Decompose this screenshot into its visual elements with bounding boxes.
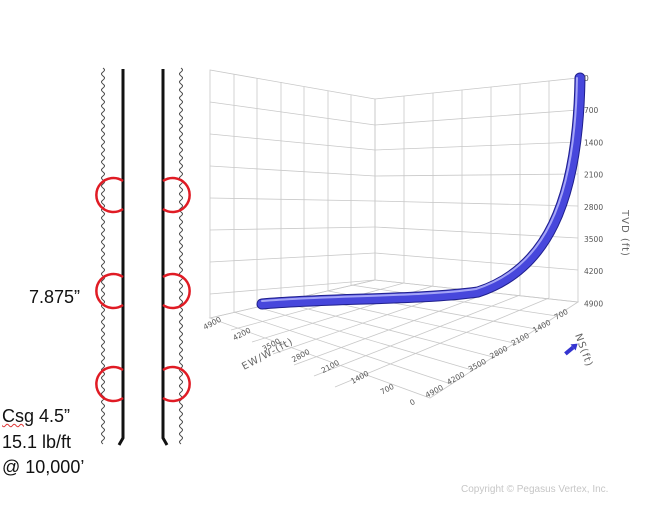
tvd-tick-label: 3500 — [584, 235, 603, 244]
tvd-tick-label: 4900 — [584, 299, 603, 308]
ns-tick-label: 3500 — [467, 357, 488, 374]
ns-tick-label: 4200 — [445, 370, 466, 387]
ns-tick-label: 1400 — [531, 318, 552, 335]
ew-tick-label: 700 — [379, 382, 396, 397]
casing-label: Csg 4.5” — [2, 406, 70, 426]
contact-ring-right — [162, 272, 191, 310]
ew-tick-label: 0 — [408, 397, 417, 407]
contact-ring-left — [95, 176, 124, 214]
plot-grid — [208, 69, 580, 399]
ew-tick-label: 2800 — [290, 347, 311, 364]
ew-tick-label: 4200 — [231, 326, 252, 343]
ns-tick-label: 2100 — [510, 331, 531, 348]
ns-tick-label: 4900 — [424, 383, 445, 400]
tvd-tick-label: 0 — [584, 74, 589, 83]
ew-tick-label: 2100 — [320, 358, 341, 375]
trajectory-shadow — [256, 72, 586, 310]
north-arrow-icon — [564, 343, 578, 356]
casing-pipe-left — [117, 69, 125, 446]
tvd-tick-label: 700 — [584, 106, 599, 115]
ns-axis-title: NS(ft) — [572, 332, 594, 369]
contact-ring-left — [95, 365, 124, 403]
wellbore-trajectory — [257, 73, 585, 309]
wellbore-wall-left — [101, 67, 105, 445]
copyright-notice: Copyright © Pegasus Vertex, Inc. — [461, 484, 609, 495]
ew-tick-label: 4900 — [202, 315, 223, 332]
weight-label: 15.1 lb/ft — [2, 432, 72, 452]
tvd-tick-label: 2100 — [584, 171, 603, 180]
tvd-tick-label: 1400 — [584, 138, 603, 147]
casing-word: Csg — [2, 406, 35, 426]
trajectory-highlight — [261, 77, 578, 302]
hole-size-label: 7.875” — [29, 287, 81, 307]
depth-label: @ 10,000’ — [2, 457, 85, 477]
tvd-tick-label: 2800 — [584, 203, 603, 212]
casing-pipe-right — [161, 69, 169, 446]
tvd-tick-label: 4200 — [584, 267, 603, 276]
wellbore-wall-right — [179, 67, 183, 445]
ew-tick-label: 1400 — [349, 369, 370, 386]
contact-ring-left — [95, 272, 124, 310]
tvd-axis-ticks: 0 700 1400 2100 2800 3500 4200 4900 — [584, 74, 603, 308]
contact-ring-right — [162, 365, 191, 403]
contact-rings — [95, 176, 191, 403]
casing-size: 4.5” — [39, 406, 71, 426]
ns-tick-label: 2800 — [488, 344, 509, 361]
tvd-axis-title: TVD (ft) — [619, 209, 630, 257]
contact-ring-right — [162, 176, 191, 214]
